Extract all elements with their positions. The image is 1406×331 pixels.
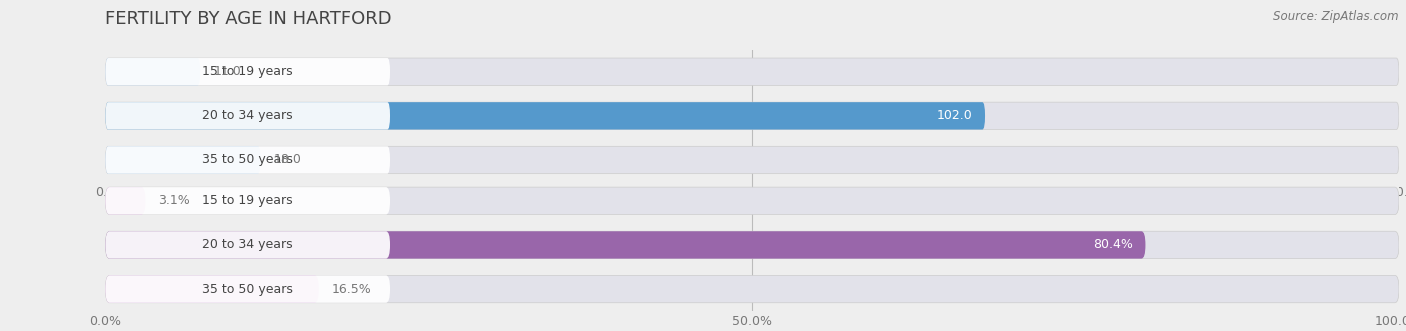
FancyBboxPatch shape [105, 275, 389, 303]
FancyBboxPatch shape [105, 58, 1399, 85]
Text: 3.1%: 3.1% [159, 194, 190, 207]
Text: 15 to 19 years: 15 to 19 years [202, 194, 292, 207]
Text: 18.0: 18.0 [274, 154, 301, 166]
Text: 16.5%: 16.5% [332, 283, 371, 296]
Text: 15 to 19 years: 15 to 19 years [202, 65, 292, 78]
FancyBboxPatch shape [105, 187, 1399, 214]
FancyBboxPatch shape [105, 187, 146, 214]
FancyBboxPatch shape [105, 58, 389, 85]
FancyBboxPatch shape [105, 146, 389, 174]
FancyBboxPatch shape [105, 146, 1399, 174]
FancyBboxPatch shape [105, 146, 260, 174]
FancyBboxPatch shape [105, 275, 1399, 303]
Text: 20 to 34 years: 20 to 34 years [202, 109, 292, 122]
FancyBboxPatch shape [105, 58, 200, 85]
Text: 80.4%: 80.4% [1092, 238, 1132, 252]
FancyBboxPatch shape [105, 275, 319, 303]
Text: 35 to 50 years: 35 to 50 years [202, 154, 294, 166]
Text: 35 to 50 years: 35 to 50 years [202, 283, 294, 296]
FancyBboxPatch shape [105, 102, 1399, 129]
Text: Source: ZipAtlas.com: Source: ZipAtlas.com [1274, 10, 1399, 23]
Text: 20 to 34 years: 20 to 34 years [202, 238, 292, 252]
Text: 11.0: 11.0 [214, 65, 240, 78]
Text: FERTILITY BY AGE IN HARTFORD: FERTILITY BY AGE IN HARTFORD [105, 10, 392, 28]
FancyBboxPatch shape [105, 102, 986, 129]
FancyBboxPatch shape [105, 187, 389, 214]
FancyBboxPatch shape [105, 231, 1146, 259]
Text: 102.0: 102.0 [936, 109, 972, 122]
FancyBboxPatch shape [105, 231, 1399, 259]
FancyBboxPatch shape [105, 231, 389, 259]
FancyBboxPatch shape [105, 102, 389, 129]
